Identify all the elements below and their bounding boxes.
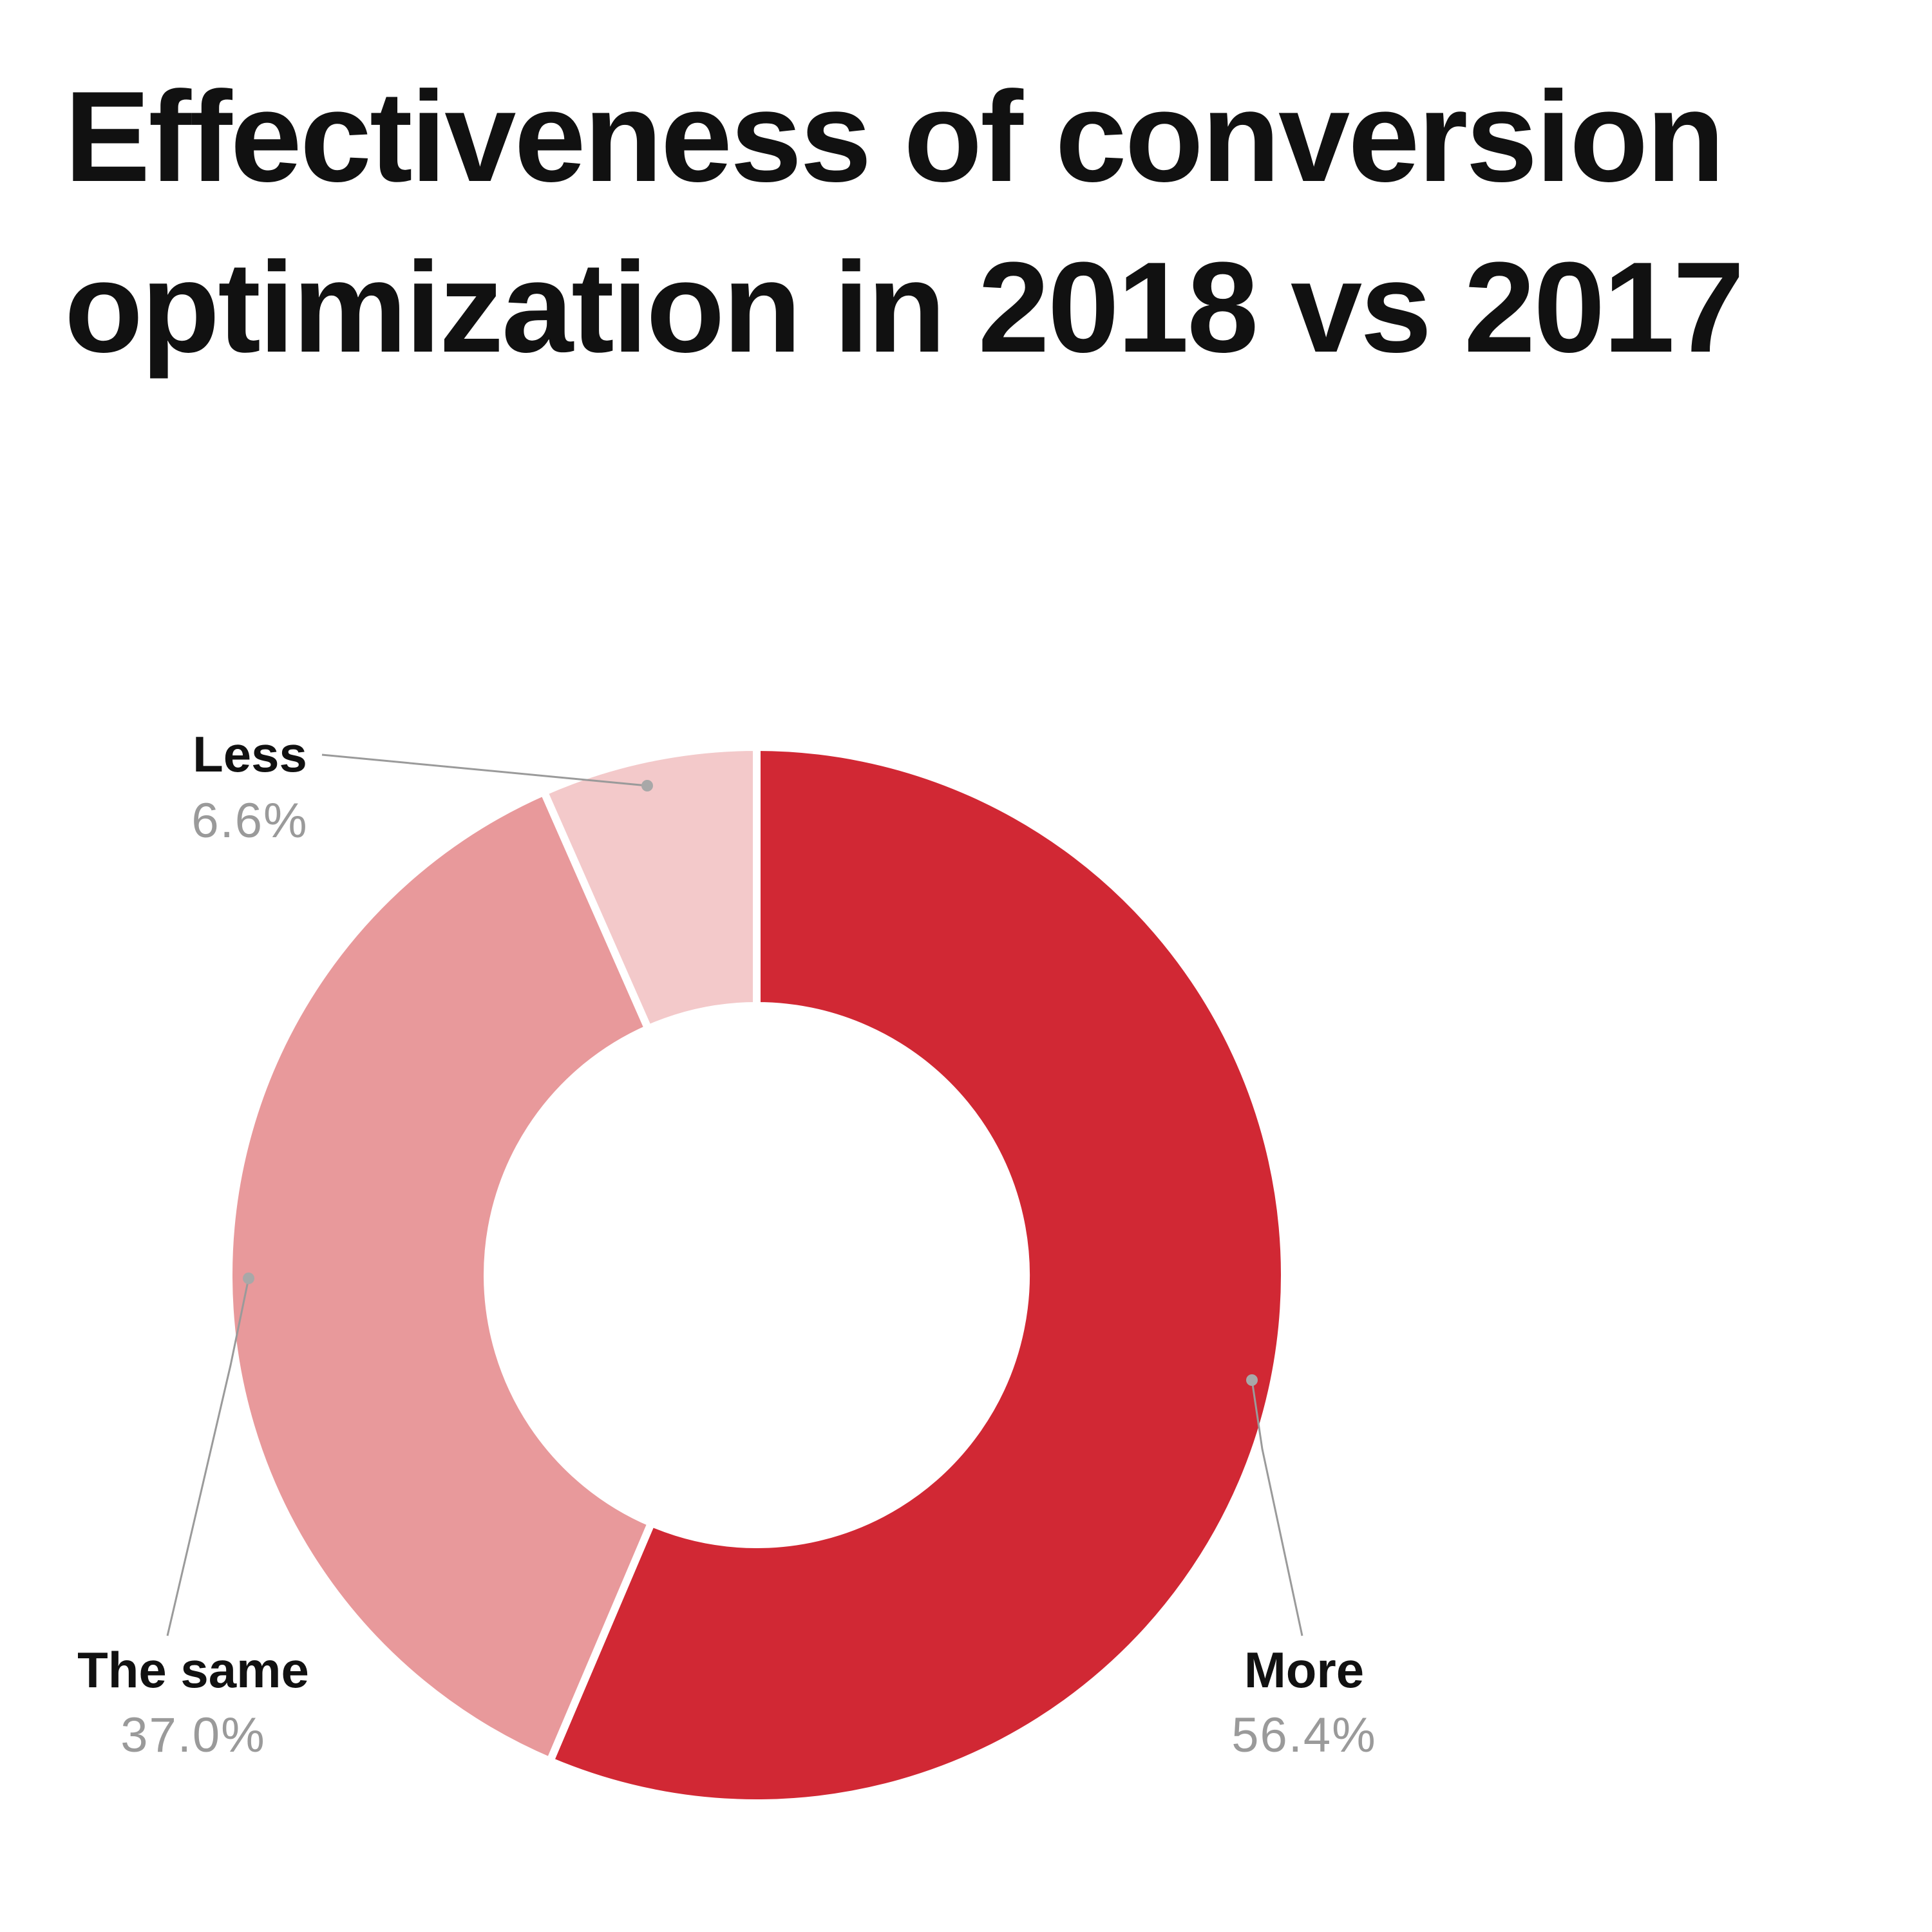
slice-label-same: The same (77, 1642, 309, 1698)
slice-value-less: 6.6% (191, 793, 308, 848)
slice-value-same: 37.0% (120, 1708, 266, 1763)
donut-slice-same (225, 788, 656, 1765)
chart-title: Effectiveness of conversion optimization… (64, 52, 1868, 393)
title-line-1: Effectiveness of conversion (64, 65, 1725, 209)
callouts-layer: More 56.4% The same 37.0% Less 6.6% (77, 726, 1377, 1763)
leader-line-less (321, 753, 648, 787)
slice-label-less: Less (193, 726, 307, 782)
leader-line-more (1251, 1379, 1303, 1636)
donut-slice-more (546, 743, 1289, 1807)
donut-slice-less (540, 743, 761, 1033)
leader-dot-less (641, 780, 653, 791)
leader-dot-more (1246, 1374, 1258, 1386)
title-line-2: optimization in 2018 vs 2017 (64, 236, 1745, 379)
slice-label-more: More (1244, 1642, 1364, 1698)
slice-value-more: 56.4% (1231, 1708, 1377, 1763)
leader-dot-same (243, 1273, 254, 1284)
slices-layer (225, 743, 1289, 1807)
leader-line-same (166, 1278, 250, 1636)
